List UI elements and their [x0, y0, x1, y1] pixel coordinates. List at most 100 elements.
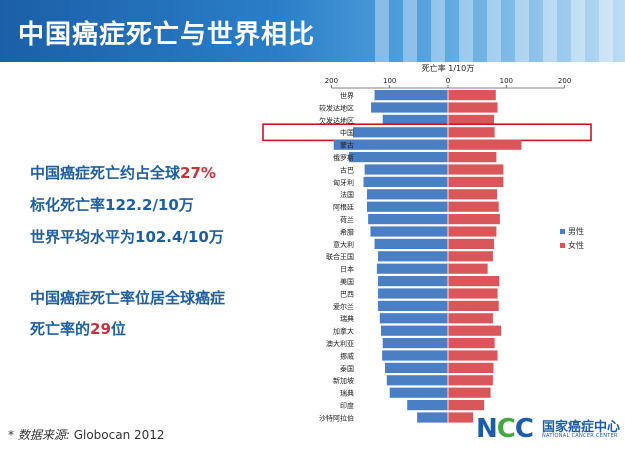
category-label: 世界	[340, 91, 354, 100]
category-label: 中国	[340, 128, 354, 137]
bar-female	[448, 226, 497, 237]
category-label: 匈牙利	[333, 178, 354, 187]
ncc-logo-name-cn: 国家癌症中心	[542, 420, 621, 435]
category-label: 荷兰	[340, 215, 354, 224]
category-label: 意大利	[333, 240, 354, 249]
bar-female	[448, 288, 498, 299]
x-tick-label: 200	[558, 77, 571, 85]
category-label: 泰国	[340, 364, 354, 373]
ncc-logo: NCC 国家癌症中心 NATIONAL CANCER CENTER	[476, 414, 621, 448]
callout-share-value: 27%	[180, 164, 216, 182]
legend-male-label: 男性	[568, 227, 584, 236]
bar-male	[374, 90, 448, 101]
category-label: 俄罗斯	[333, 153, 354, 162]
ncc-logo-name-en: NATIONAL CANCER CENTER	[542, 433, 618, 439]
category-label: 爱尔兰	[333, 302, 354, 311]
bar-male	[378, 276, 448, 287]
bar-male	[382, 338, 448, 349]
bar-male	[382, 350, 448, 361]
bar-male	[385, 362, 448, 373]
bar-male	[407, 400, 448, 411]
category-label: 欠发达地区	[319, 116, 354, 125]
category-label: 联合王国	[326, 252, 354, 261]
bar-male	[378, 300, 448, 311]
category-label: 澳大利亚	[326, 339, 354, 348]
bar-male	[364, 164, 448, 175]
ncc-logo-mark: NCC	[476, 414, 534, 444]
bar-female	[448, 214, 500, 225]
category-label: 印度	[340, 401, 354, 410]
bar-female	[448, 338, 495, 349]
bar-female	[448, 164, 504, 175]
category-label: 法国	[340, 190, 354, 199]
bar-female	[448, 325, 502, 336]
callout-china-rate: 标化死亡率122.2/10万	[30, 196, 194, 214]
bar-female	[448, 375, 493, 386]
callout-rank-suffix: 位	[110, 320, 126, 338]
bar-female	[448, 90, 496, 101]
bar-female	[448, 263, 488, 274]
page-title: 中国癌症死亡与世界相比	[18, 20, 316, 50]
bar-female	[448, 238, 495, 249]
category-label: 日本	[340, 265, 354, 274]
bar-male	[389, 387, 448, 398]
callout-rank-line1: 中国癌症死亡率位居全球癌症	[30, 289, 226, 307]
callout-rank-prefix: 死亡率的	[30, 320, 91, 338]
category-label: 新加坡	[333, 376, 354, 385]
bar-female	[448, 400, 485, 411]
bar-female	[448, 139, 522, 150]
bar-female	[448, 127, 495, 138]
bar-female	[448, 350, 498, 361]
category-label: 阿根廷	[333, 203, 354, 212]
bar-female	[448, 176, 504, 187]
bar-male	[417, 412, 448, 423]
category-label: 瑞典	[340, 389, 354, 398]
bar-male	[366, 201, 448, 212]
category-label: 美国	[340, 277, 354, 286]
x-tick-label: 200	[325, 77, 338, 85]
bar-male	[366, 189, 448, 200]
title-banner: 中国癌症死亡与世界相比	[0, 0, 625, 62]
category-label: 希腊	[340, 227, 354, 236]
banner-stripes	[375, 0, 625, 62]
data-source-label: * 数据来源:	[8, 428, 70, 442]
category-label: 古巴	[340, 165, 354, 174]
bar-female	[448, 189, 497, 200]
bar-male	[370, 226, 448, 237]
bar-male	[371, 102, 448, 113]
bar-male	[376, 263, 448, 274]
bar-male	[378, 251, 448, 262]
x-tick-label: 100	[500, 77, 513, 85]
category-label: 挪威	[340, 351, 354, 360]
legend-male: 男性	[560, 226, 584, 237]
bar-male	[380, 325, 448, 336]
x-tick-label: 100	[383, 77, 396, 85]
data-source: * 数据来源: Globocan 2012	[8, 426, 165, 443]
bar-male	[333, 139, 448, 150]
data-source-value: Globocan 2012	[73, 428, 165, 442]
x-tick-label: 0	[446, 77, 450, 85]
bar-male	[368, 214, 448, 225]
bar-male	[352, 127, 448, 138]
callout-rank-value: 29	[90, 320, 111, 338]
bar-male	[348, 152, 448, 163]
bar-female	[448, 387, 491, 398]
bar-male	[382, 114, 448, 125]
bar-female	[448, 152, 497, 163]
callout-share: 中国癌症死亡约占全球27%	[30, 162, 216, 183]
callout-rank-line2: 死亡率的29位	[30, 318, 126, 339]
bar-female	[448, 362, 494, 373]
legend-female-label: 女性	[568, 241, 584, 250]
bar-male	[379, 313, 448, 324]
bar-female	[448, 102, 498, 113]
bar-male	[363, 176, 448, 187]
bar-male	[374, 238, 448, 249]
legend-female-swatch	[560, 243, 565, 248]
callout-world-rate: 世界平均水平为102.4/10万	[30, 228, 224, 246]
category-label: 巴西	[340, 290, 354, 298]
category-label: 沙特阿拉伯	[319, 413, 354, 422]
bar-female	[448, 114, 495, 125]
bar-male	[378, 288, 448, 299]
bar-female	[448, 412, 474, 423]
